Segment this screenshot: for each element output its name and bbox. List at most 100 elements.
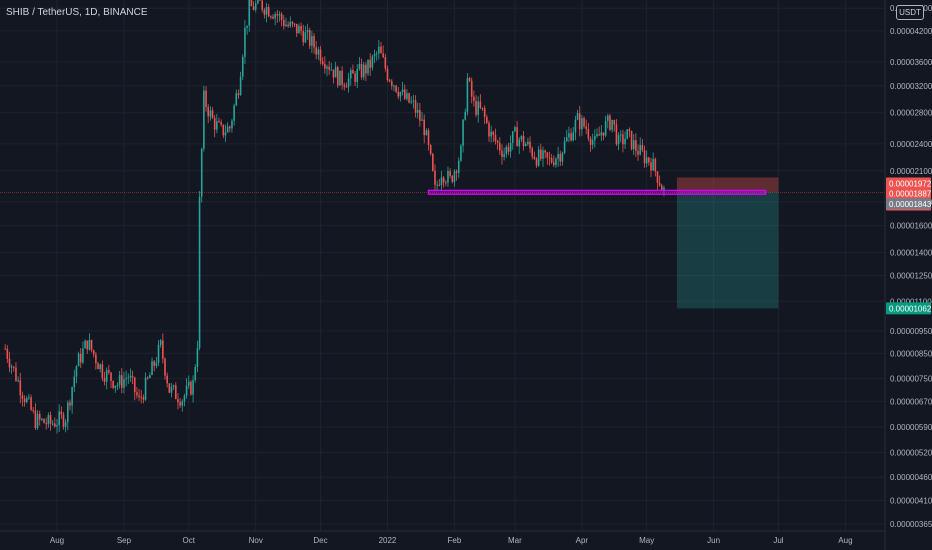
- candle: [360, 58, 363, 80]
- candle: [352, 64, 354, 74]
- candle: [654, 157, 657, 177]
- candle-body: [553, 162, 555, 166]
- candle-body: [295, 23, 298, 34]
- candle-body: [84, 340, 86, 349]
- candle-body: [436, 184, 438, 186]
- candle-body: [397, 91, 400, 97]
- candle: [371, 54, 374, 71]
- candle: [466, 73, 469, 116]
- candle-body: [162, 340, 164, 359]
- candle-body: [289, 21, 292, 27]
- candle: [507, 142, 510, 156]
- candle-body: [354, 73, 356, 82]
- candle: [334, 61, 337, 78]
- candle-body: [395, 85, 397, 92]
- candle: [561, 151, 564, 166]
- candle: [67, 400, 69, 431]
- candle-body: [518, 139, 521, 147]
- currency-button[interactable]: USDT: [896, 5, 924, 20]
- candle-body: [203, 90, 205, 149]
- candle-body: [131, 375, 134, 378]
- candle: [339, 70, 341, 86]
- candle: [583, 116, 585, 129]
- candle: [326, 64, 328, 77]
- candle-body: [19, 380, 22, 396]
- candle-body: [339, 70, 341, 86]
- candle-body: [615, 124, 618, 145]
- candle: [581, 115, 583, 136]
- candle: [300, 22, 302, 36]
- candle: [473, 90, 475, 107]
- candle: [585, 119, 587, 134]
- candle-body: [578, 113, 581, 130]
- candle-body: [45, 423, 47, 425]
- candle-body: [233, 105, 235, 121]
- candle: [503, 147, 505, 161]
- candle-body: [36, 413, 39, 429]
- y-tick-label: 0.00000410: [890, 496, 932, 505]
- candle-body: [486, 116, 488, 123]
- candle: [166, 372, 168, 388]
- candle: [41, 417, 43, 422]
- candle: [254, 0, 257, 13]
- candle-body: [585, 126, 587, 130]
- candle: [468, 76, 471, 83]
- candle-body: [581, 118, 583, 130]
- candle-body: [371, 56, 374, 68]
- candle-body: [265, 7, 268, 15]
- candle: [626, 129, 629, 140]
- candle-body: [58, 411, 60, 425]
- y-tick-label: 0.00000520: [890, 448, 932, 457]
- candle: [648, 156, 650, 166]
- time-axis[interactable]: Aug Sep Oct Nov Dec 2022 Feb Mar Apr May Jun Jul Aug: [50, 536, 853, 545]
- candle: [447, 166, 449, 187]
- candle: [110, 371, 112, 389]
- candle: [587, 123, 590, 142]
- candle: [97, 361, 99, 370]
- candle-body: [17, 380, 19, 382]
- candle-body: [442, 177, 445, 183]
- candle: [470, 77, 473, 104]
- candle-body: [95, 354, 97, 364]
- candle: [121, 368, 123, 394]
- candle: [138, 389, 140, 401]
- candle: [652, 152, 654, 172]
- candle: [170, 383, 173, 398]
- candle: [244, 20, 246, 64]
- candle-body: [557, 153, 559, 159]
- candle: [600, 125, 603, 141]
- candle: [358, 56, 361, 71]
- price-marker-box: [886, 302, 931, 315]
- candle: [4, 344, 6, 350]
- candle: [537, 145, 540, 168]
- candle: [108, 365, 110, 375]
- candle-body: [438, 184, 441, 186]
- candle: [535, 157, 538, 168]
- candle-body: [427, 130, 430, 146]
- candle-body: [425, 130, 428, 136]
- candle: [615, 119, 618, 146]
- candle-body: [550, 158, 553, 163]
- candle: [203, 85, 205, 152]
- candle: [211, 107, 214, 119]
- candle: [216, 113, 218, 134]
- candle-body: [105, 370, 108, 382]
- candle-body: [60, 411, 63, 415]
- candle: [224, 124, 227, 143]
- candle-body: [4, 348, 6, 350]
- candle: [451, 174, 454, 184]
- candle-body: [622, 134, 624, 145]
- candle-body: [373, 54, 376, 57]
- candle: [522, 130, 525, 151]
- candle-body: [69, 402, 71, 406]
- price-marker-label: 0.00001062: [889, 304, 932, 313]
- candle: [233, 103, 235, 126]
- candle-body: [414, 100, 417, 113]
- candle-body: [67, 402, 69, 423]
- candle: [481, 107, 484, 111]
- candle-body: [239, 76, 242, 96]
- candle-body: [190, 381, 192, 395]
- candle-body: [434, 170, 436, 185]
- candle: [343, 82, 346, 91]
